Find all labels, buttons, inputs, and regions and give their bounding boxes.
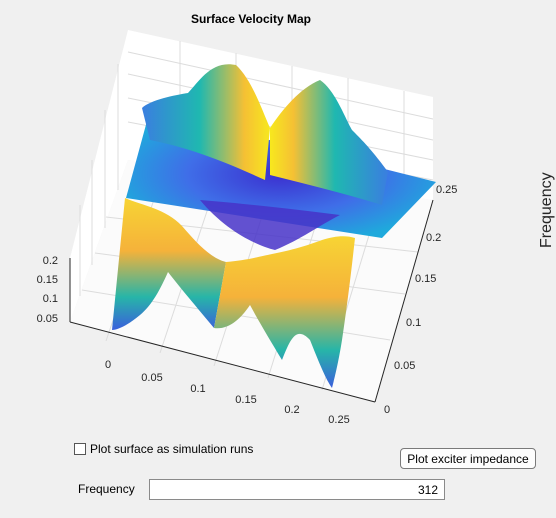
frequency-label: Frequency: [78, 482, 135, 496]
x-ticks: 0 0.05 0.1 0.15 0.2 0.25: [105, 359, 350, 426]
y-tick-label: 0.05: [394, 360, 415, 372]
z-tick-label: 0.2: [43, 255, 58, 267]
frequency-input[interactable]: [149, 479, 445, 500]
x-tick-label: 0.15: [235, 394, 256, 406]
y-tick-label: 0.1: [406, 317, 421, 329]
plot-title: Surface Velocity Map: [191, 12, 311, 26]
back-wall-side: [70, 30, 128, 322]
x-tick-label: 0.2: [284, 404, 299, 416]
y-ticks: 0 0.05 0.1 0.15 0.2 0.25: [384, 184, 457, 416]
velocity-surface: [112, 64, 436, 388]
surface-back-ridge-left: [142, 64, 270, 180]
frequency-axis-label: Frequency: [538, 172, 555, 248]
x-tick-label: 0.1: [190, 383, 205, 395]
x-tick-label: 0: [105, 359, 111, 371]
plot-surface-checkbox[interactable]: [74, 443, 86, 455]
z-ticks: 0.05 0.1 0.15 0.2: [37, 255, 58, 325]
y-tick-label: 0.2: [426, 232, 441, 244]
axis-box: [69, 199, 434, 403]
surface-front-wing: [214, 236, 355, 388]
x-tick-label: 0.05: [141, 372, 162, 384]
z-tick-label: 0.05: [37, 313, 58, 325]
plot-exciter-impedance-button[interactable]: Plot exciter impedance: [400, 448, 536, 469]
plot-surface-option[interactable]: Plot surface as simulation runs: [74, 442, 253, 456]
surface-center-valley: [200, 200, 340, 250]
x-tick-label: 0.25: [328, 414, 349, 426]
y-tick-label: 0.25: [436, 184, 457, 196]
z-tick-label: 0.15: [37, 274, 58, 286]
plot-surface-checkbox-label: Plot surface as simulation runs: [90, 442, 254, 456]
surface-left-wing: [112, 198, 226, 330]
y-tick-label: 0.15: [415, 273, 436, 285]
surface-back-ridge-right: [270, 80, 388, 205]
y-tick-label: 0: [384, 404, 390, 416]
z-tick-label: 0.1: [43, 293, 58, 305]
surface-plot: Surface Velocity Map 0 0.05 0.1 0.15 0.2…: [37, 12, 458, 426]
